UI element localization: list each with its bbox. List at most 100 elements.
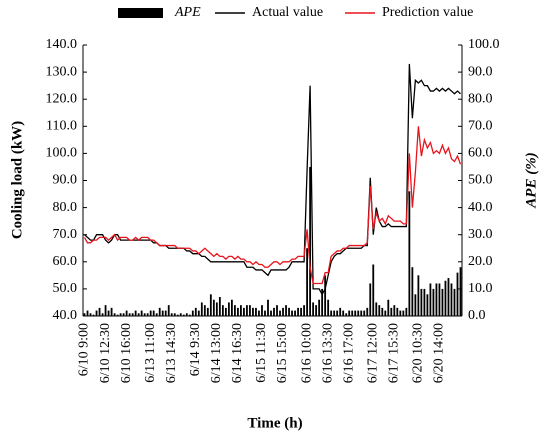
bar [209, 294, 212, 316]
bar [375, 302, 378, 316]
legend-swatch [118, 8, 163, 18]
bar [240, 305, 242, 316]
bar [315, 305, 318, 316]
bar [152, 310, 155, 316]
bar [140, 310, 143, 316]
bar [351, 310, 354, 316]
bar [215, 302, 218, 316]
bar [288, 307, 290, 316]
bar [459, 267, 462, 316]
bar [330, 310, 333, 316]
bar [122, 313, 125, 316]
bar [279, 310, 281, 316]
bar [149, 310, 152, 316]
x-tick-label: 6/14 13:00 [209, 323, 224, 383]
bar [182, 314, 185, 316]
y2-axis-title: APE (%) [523, 152, 539, 208]
bar [405, 307, 408, 316]
y2-tick-label: 0.0 [468, 308, 486, 323]
bar [146, 313, 149, 316]
bar [276, 305, 278, 316]
y2-tick-label: 50.0 [468, 173, 493, 188]
bar [402, 310, 405, 316]
bar [456, 272, 459, 316]
y2-tick-label: 70.0 [468, 119, 493, 134]
bar [110, 307, 113, 316]
bar [113, 313, 116, 316]
bar [104, 305, 107, 316]
bar [393, 305, 396, 316]
bar [324, 275, 327, 316]
bar [185, 313, 188, 316]
x-tick-label: 6/16 10:00 [299, 323, 314, 383]
bar [285, 305, 287, 316]
bar [134, 310, 137, 316]
x-tick-label: 6/13 11:00 [143, 323, 158, 383]
legend-label: Prediction value [382, 5, 473, 20]
bar [426, 294, 429, 316]
x-tick-label: 6/16 13:30 [320, 323, 335, 383]
x-tick-label: 6/16 17:00 [341, 323, 356, 383]
y2-tick-label: 90.0 [468, 64, 493, 79]
bar [86, 310, 89, 316]
bar [435, 283, 438, 316]
bar [237, 307, 239, 316]
bar [119, 313, 122, 316]
bar [408, 191, 411, 316]
bar [390, 307, 393, 316]
bar [348, 310, 351, 316]
bar [224, 307, 227, 316]
bar [384, 310, 387, 316]
bar [399, 310, 402, 316]
bar [327, 299, 330, 316]
bar [294, 310, 296, 316]
bar [420, 288, 423, 316]
bar [378, 305, 381, 316]
bar [164, 310, 167, 316]
bar [321, 288, 324, 316]
bar [267, 299, 269, 316]
bar [417, 275, 420, 316]
y-tick-label: 40.0 [53, 308, 78, 323]
bar [357, 310, 360, 316]
bar [143, 313, 146, 316]
bar [396, 307, 399, 316]
bar [264, 310, 266, 316]
x-axis-title: Time (h) [247, 415, 302, 431]
bar [206, 307, 209, 316]
y-tick-label: 70.0 [53, 227, 78, 242]
bar [107, 310, 110, 316]
bar [155, 313, 158, 316]
x-tick-label: 6/20 10:30 [411, 323, 426, 383]
bar [92, 314, 95, 316]
y-tick-label: 60.0 [53, 254, 78, 269]
bar [414, 294, 417, 316]
bar [291, 310, 293, 316]
bar [158, 307, 161, 316]
bar [366, 307, 369, 316]
bar [363, 310, 366, 316]
y-tick-label: 100.0 [46, 146, 78, 161]
bar [227, 302, 230, 316]
y-tick-label: 120.0 [46, 91, 78, 106]
bar [447, 278, 450, 316]
y-tick-label: 90.0 [53, 173, 78, 188]
x-tick-label: 6/14 9:30 [188, 323, 203, 376]
bar [369, 283, 372, 316]
bar [128, 313, 131, 316]
bar [336, 310, 339, 316]
bar [194, 307, 197, 316]
bar [243, 307, 245, 316]
y2-tick-label: 40.0 [468, 200, 493, 215]
y-tick-label: 130.0 [46, 64, 78, 79]
line [84, 63, 461, 296]
bar [342, 310, 345, 316]
bar [441, 288, 444, 316]
bar [387, 299, 390, 316]
bar [372, 264, 375, 316]
bar [273, 307, 275, 316]
bar [255, 307, 257, 316]
bar [411, 267, 414, 316]
bar [125, 310, 128, 316]
